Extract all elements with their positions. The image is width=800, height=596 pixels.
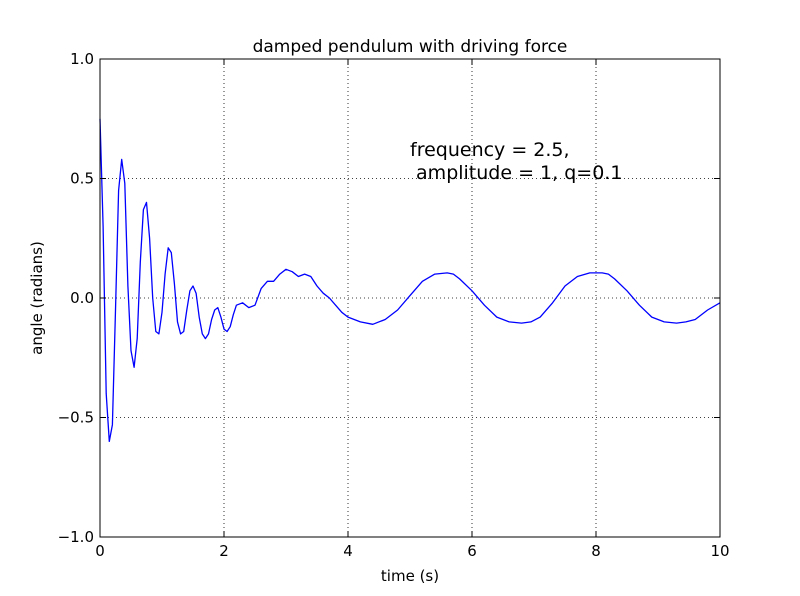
y-tick-label: 0.0 (70, 289, 94, 307)
axis-ticks: 0 2 4 6 8 10 −1.0 −0.5 0.0 0.5 1.0 (58, 50, 730, 560)
x-axis-label: time (s) (381, 567, 439, 585)
y-tick-label: −1.0 (58, 528, 94, 546)
grid-lines (99, 58, 721, 538)
x-tick-label: 6 (467, 542, 477, 560)
x-tick-label: 10 (710, 542, 729, 560)
x-tick-label: 0 (95, 542, 105, 560)
y-tick-label: 1.0 (70, 50, 94, 68)
x-tick-label: 4 (343, 542, 353, 560)
series-line-angle (99, 118, 721, 443)
annotation-line-2: amplitude = 1, q=0.1 (410, 162, 622, 184)
y-tick-label: −0.5 (58, 409, 94, 427)
x-tick-label: 8 (591, 542, 601, 560)
y-axis-label: angle (radians) (28, 241, 46, 355)
annotation-line-1: frequency = 2.5, (410, 139, 570, 161)
y-tick-label: 0.5 (70, 170, 94, 188)
x-tick-label: 2 (219, 542, 229, 560)
chart-title: damped pendulum with driving force (253, 37, 568, 57)
